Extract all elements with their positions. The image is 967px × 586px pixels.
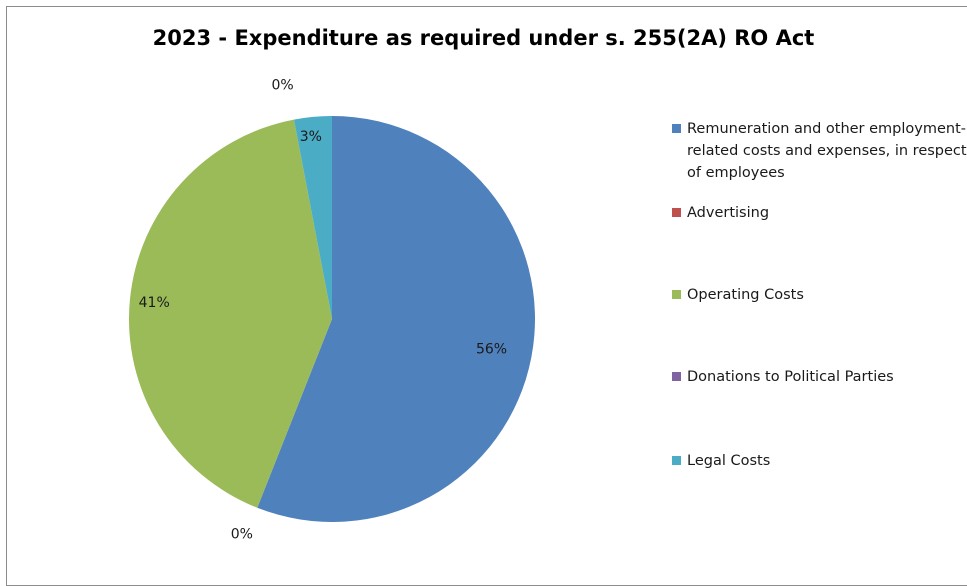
legend-label: Legal Costs bbox=[687, 453, 771, 469]
legend-label: Operating Costs bbox=[687, 287, 804, 303]
legend-item-legal-costs: Legal Costs bbox=[672, 450, 967, 472]
data-label-legal-costs: 3% bbox=[300, 129, 322, 145]
legend-swatch bbox=[672, 372, 681, 381]
data-label-donations: 0% bbox=[272, 78, 294, 94]
legend-item-advertising: Advertising bbox=[672, 202, 967, 224]
legend-swatch bbox=[672, 456, 681, 465]
data-label-remuneration: 56% bbox=[476, 341, 507, 357]
chart-title: 2023 - Expenditure as required under s. … bbox=[152, 26, 815, 50]
legend-swatch bbox=[672, 124, 681, 133]
legend-swatch bbox=[672, 208, 681, 217]
pie-slice-operating-costs bbox=[129, 119, 332, 508]
legend-item-remuneration: Remuneration and other employment-relate… bbox=[672, 118, 967, 184]
legend-item-donations: Donations to Political Parties bbox=[672, 366, 967, 388]
legend-swatch bbox=[672, 290, 681, 299]
data-label-advertising: 0% bbox=[231, 527, 253, 543]
legend-label: Remuneration and other employment-relate… bbox=[687, 121, 967, 181]
legend-label: Donations to Political Parties bbox=[687, 369, 894, 385]
data-label-operating-costs: 41% bbox=[139, 295, 170, 311]
legend-item-operating-costs: Operating Costs bbox=[672, 284, 967, 306]
pie-chart: 56% 0% 41% 0% 3% bbox=[129, 78, 535, 543]
pie-slice-legal-costs bbox=[293, 116, 332, 319]
pie-slice-remuneration bbox=[257, 116, 535, 522]
legend-label: Advertising bbox=[687, 205, 770, 221]
